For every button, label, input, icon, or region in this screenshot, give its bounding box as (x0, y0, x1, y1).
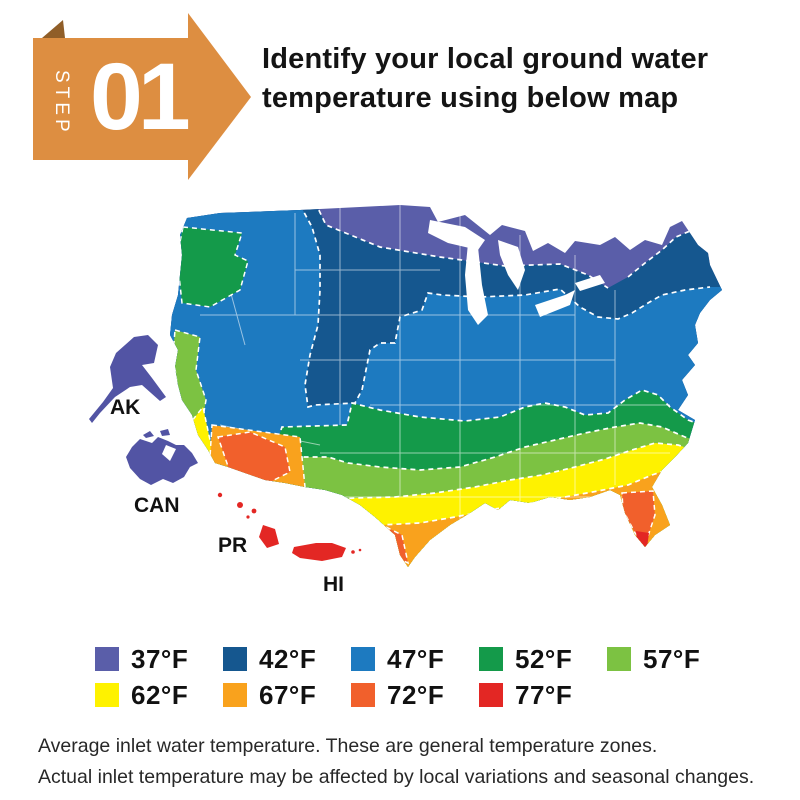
legend-label-47f: 47°F (387, 643, 445, 674)
legend-item: 62°F (95, 680, 223, 711)
legend-item: 37°F (95, 644, 223, 675)
hawaii-island-chain (217, 492, 279, 548)
step-number: 01 (90, 44, 191, 150)
legend-label-72f: 72°F (387, 679, 445, 710)
legend-item: 57°F (607, 644, 735, 675)
arrow-fold (42, 20, 65, 38)
step-banner: STEP 01 (20, 5, 265, 195)
legend-label-52f: 52°F (515, 643, 573, 674)
great-lakes (428, 220, 605, 325)
puerto-rico-shape (292, 543, 362, 561)
ground-water-temperature-map: AK CAN PR HI (70, 195, 750, 625)
state-borders (200, 205, 670, 520)
footnote-line-1: Average inlet water temperature. These a… (38, 735, 658, 757)
label-canada: CAN (134, 494, 180, 517)
legend-swatch-37f (95, 647, 119, 671)
title-line-1: Identify your local ground water (262, 43, 709, 75)
contiguous-us-zones (170, 205, 722, 567)
legend-swatch-62f (95, 683, 119, 707)
canada-shape (126, 429, 198, 485)
arrow-body (33, 38, 189, 160)
legend-label-57f: 57°F (643, 643, 701, 674)
arrow-head (188, 13, 251, 180)
legend-item: 72°F (351, 680, 479, 711)
legend-swatch-57f (607, 647, 631, 671)
legend-item: 67°F (223, 680, 351, 711)
step-label: STEP (51, 70, 72, 136)
legend-swatch-72f (351, 683, 375, 707)
label-puerto-rico: PR (218, 534, 247, 557)
legend-row-2: 62°F 67°F 72°F 77°F (95, 677, 745, 713)
label-alaska: AK (110, 396, 140, 419)
legend-label-77f: 77°F (515, 679, 573, 710)
page-title: Identify your local ground water tempera… (262, 40, 772, 118)
legend-item: 77°F (479, 680, 607, 711)
legend-label-37f: 37°F (131, 643, 189, 674)
footnote-line-2: Actual inlet temperature may be affected… (38, 766, 755, 788)
legend-swatch-67f (223, 683, 247, 707)
legend-item: 47°F (351, 644, 479, 675)
alaska-shape (89, 335, 166, 423)
legend-label-67f: 67°F (259, 679, 317, 710)
legend-label-42f: 42°F (259, 643, 317, 674)
legend-swatch-52f (479, 647, 503, 671)
title-line-2: temperature using below map (262, 82, 679, 114)
temperature-legend: 37°F 42°F 47°F 52°F 57°F 62°F 67°F 72°F … (95, 641, 745, 713)
footnote: Average inlet water temperature. These a… (38, 731, 778, 793)
legend-item: 42°F (223, 644, 351, 675)
legend-swatch-77f (479, 683, 503, 707)
legend-item: 52°F (479, 644, 607, 675)
legend-label-62f: 62°F (131, 679, 189, 710)
legend-swatch-47f (351, 647, 375, 671)
legend-swatch-42f (223, 647, 247, 671)
legend-row-1: 37°F 42°F 47°F 52°F 57°F (95, 641, 745, 677)
label-hawaii: HI (323, 573, 344, 596)
zone-77f-florida-tip (636, 531, 649, 548)
step-arrow (33, 13, 251, 180)
